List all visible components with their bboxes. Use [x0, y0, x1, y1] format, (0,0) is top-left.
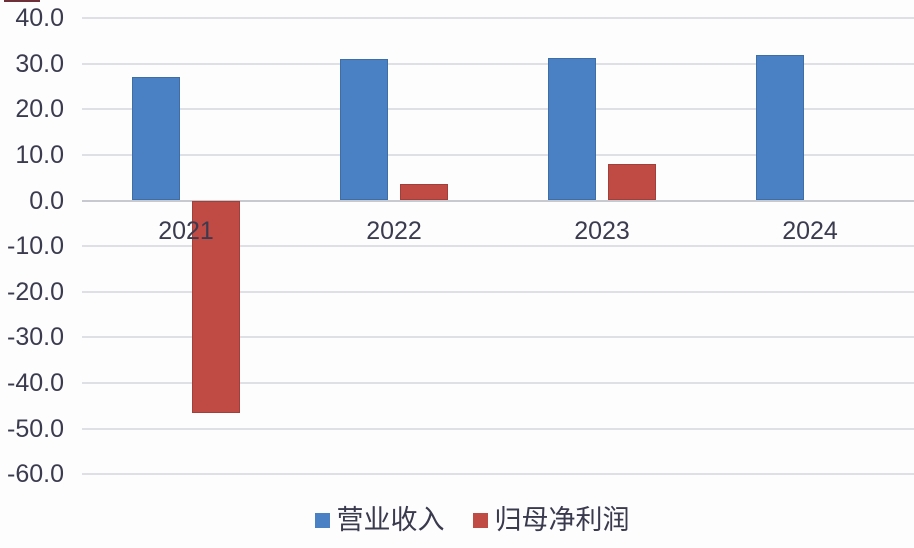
bar-revenue-2021 — [132, 77, 180, 201]
y-axis-tick-label: -40.0 — [7, 368, 64, 397]
gridline — [82, 153, 914, 156]
legend-swatch-revenue-icon — [314, 512, 330, 528]
legend-label-net-profit: 归母净利润 — [494, 505, 630, 535]
legend-item-revenue: 营业收入 — [314, 503, 445, 537]
legend-label-revenue: 营业收入 — [336, 505, 445, 535]
bar-net-profit-2023 — [608, 164, 656, 201]
gridline — [82, 17, 914, 20]
bar-revenue-2023 — [548, 58, 596, 201]
gridline — [82, 290, 914, 293]
legend: 营业收入 归母净利润 — [15, 503, 914, 537]
y-axis-tick-label: -30.0 — [7, 323, 64, 352]
bar-net-profit-2022 — [400, 183, 448, 201]
gridline — [82, 108, 914, 111]
y-axis-tick-label: -60.0 — [7, 460, 64, 489]
bar-revenue-2024 — [756, 55, 804, 201]
gridline — [82, 336, 914, 339]
gridline — [82, 62, 914, 65]
x-axis-label: 2021 — [158, 217, 214, 245]
gridline — [82, 473, 914, 476]
legend-item-net-profit: 归母净利润 — [472, 503, 630, 537]
x-axis-label: 2023 — [574, 217, 630, 245]
y-axis-tick-label: 10.0 — [15, 140, 64, 169]
zero-axis-gridline — [82, 199, 914, 202]
y-axis-tick-label: -20.0 — [7, 277, 64, 306]
gridline — [82, 381, 914, 384]
y-axis-tick-label: 30.0 — [15, 49, 64, 78]
bar-revenue-2022 — [340, 59, 388, 201]
x-axis-label: 2024 — [782, 217, 838, 245]
y-axis-tick-label: -50.0 — [7, 414, 64, 443]
y-axis-tick-label: 0.0 — [29, 186, 64, 215]
y-axis-tick-label: 20.0 — [15, 95, 64, 124]
legend-swatch-net-profit-icon — [472, 512, 488, 528]
bar-net-profit-2021 — [192, 200, 240, 414]
gridline — [82, 245, 914, 248]
gridline — [82, 427, 914, 430]
top-edge-artifact-line — [4, 0, 40, 2]
y-axis-tick-label: -10.0 — [7, 232, 64, 261]
x-axis-label: 2022 — [366, 217, 422, 245]
y-axis-tick-label: 40.0 — [15, 4, 64, 33]
